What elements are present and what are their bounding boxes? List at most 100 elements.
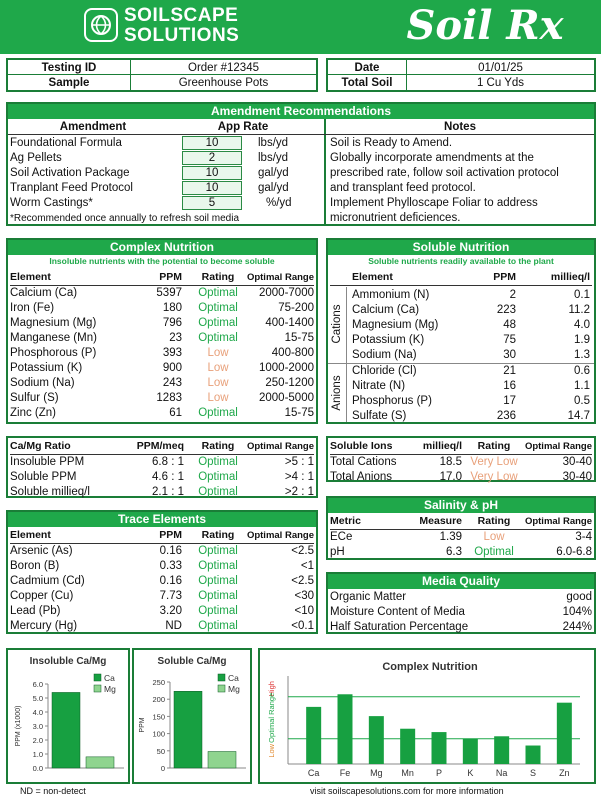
x-tick-label: Zn — [559, 768, 570, 778]
ppm-value: 48 — [503, 319, 516, 331]
y-tick-label: 5.0 — [33, 694, 43, 703]
y-tick-label: 6.0 — [33, 680, 43, 689]
trace-row: Boron (B) 0.33 Optimal <1 — [10, 559, 314, 574]
ppm-value: 796 — [162, 317, 182, 329]
millieq-value: 17.0 — [439, 471, 462, 483]
amendment-rate: 5 — [182, 196, 242, 210]
y-tick-label: 3.0 — [33, 722, 43, 731]
amendment-unit: lbs/yd — [258, 137, 289, 149]
optimal-range: <2.5 — [291, 545, 314, 557]
optimal-range: >5 : 1 — [284, 456, 314, 468]
salinity-row: pH 6.3 Optimal 6.0-6.8 — [330, 545, 592, 560]
salinity-rows: ECe 1.39 Low 3-4 pH 6.3 Optimal 6.0-6.8 — [330, 530, 592, 560]
x-tick-label: Mn — [401, 768, 414, 778]
amendment-section: Amendment Recommendations Amendment App … — [6, 102, 596, 226]
optimal-range: 2000-7000 — [259, 287, 314, 299]
element-name: Chloride (Cl) — [352, 365, 417, 377]
rating-value: Optimal — [198, 575, 238, 587]
element-name: Cadmium (Cd) — [10, 575, 85, 587]
col-metric: Metric — [330, 515, 361, 527]
legend-label: Ca — [228, 673, 239, 683]
ions-rows: Total Cations 18.5 Very Low 30-40 Total Anio… — [330, 455, 592, 485]
complex-title: Complex Nutrition — [8, 240, 316, 255]
media-label: Organic Matter — [330, 591, 407, 603]
info-box-left: Testing ID Order #12345 Sample Greenhous… — [6, 58, 318, 92]
element-name: Calcium (Ca) — [10, 287, 78, 299]
y-tick-label: 250 — [152, 678, 165, 687]
amendment-row: Ag Pellets 2 lbs/yd — [10, 151, 322, 166]
media-label: Moisture Content of Media — [330, 606, 465, 618]
bar-mg — [207, 751, 237, 769]
col-amendment: Amendment — [59, 121, 127, 133]
ppm-value: 3.20 — [159, 605, 182, 617]
trace-row: Lead (Pb) 3.20 Optimal <10 — [10, 604, 314, 619]
element-name: Mercury (Hg) — [10, 620, 78, 632]
rating-value: Optimal — [198, 471, 238, 483]
bar-fe — [337, 694, 353, 764]
ppm-value: 900 — [162, 362, 182, 374]
rating-value: Optimal — [198, 287, 238, 299]
ions-label: Total Cations — [330, 456, 397, 468]
optimal-range: 400-800 — [271, 347, 314, 359]
optimal-range: <1 — [300, 560, 314, 572]
trace-rows: Arsenic (As) 0.16 Optimal <2.5 Boron (B) 0.33… — [10, 544, 314, 634]
cations-label: Cations — [331, 304, 343, 344]
media-value: good — [566, 591, 592, 603]
trace-table: Element PPM Rating Optimal Range Arsenic… — [10, 528, 314, 634]
rating-value: Optimal — [198, 407, 238, 419]
metric-label: ECe — [330, 531, 353, 543]
amendment-rate: 10 — [182, 136, 242, 150]
optimal-range: <30 — [294, 590, 314, 602]
rating-value: Optimal — [198, 605, 238, 617]
trace-row: Cadmium (Cd) 0.16 Optimal <2.5 — [10, 574, 314, 589]
media-row: Moisture Content of Media 104% — [330, 605, 592, 620]
amendment-row: Tranplant Feed Protocol 10 gal/yd — [10, 181, 322, 196]
rating-value: Low — [207, 377, 229, 389]
metric-label: pH — [330, 546, 345, 558]
millieq-value: 1.9 — [574, 334, 590, 346]
ions-table: Soluble Ions millieq/l Rating Optimal Ra… — [330, 439, 592, 485]
trace-elements-section: Trace Elements Element PPM Rating Optima… — [6, 510, 318, 634]
rating-value: Optimal — [198, 456, 238, 468]
x-tick-label: K — [467, 768, 473, 778]
trace-row: Arsenic (As) 0.16 Optimal <2.5 — [10, 544, 314, 559]
col-millieq: millieq/l — [422, 440, 462, 452]
cation-row: Magnesium (Mg) 48 4.0 — [352, 318, 592, 333]
millieq-value: 18.5 — [439, 456, 462, 468]
anion-row: Nitrate (N) 16 1.1 — [352, 379, 592, 394]
date-value: 01/01/25 — [478, 62, 523, 74]
legend-label: Mg — [228, 684, 240, 694]
media-title: Media Quality — [328, 574, 594, 589]
soluble-nutrition-section: Soluble Nutrition Soluble nutrients read… — [326, 238, 596, 424]
ppm-value: 21 — [503, 365, 516, 377]
ppm-value: 16 — [503, 380, 516, 392]
media-rows: Organic Matter good Moisture Content of Me… — [330, 590, 592, 635]
complex-nutrition-section: Complex Nutrition Insoluble nutrients wi… — [6, 238, 318, 424]
cation-row: Potassium (K) 75 1.9 — [352, 333, 592, 348]
salinity-row: ECe 1.39 Low 3-4 — [330, 530, 592, 545]
bar-ca — [51, 692, 81, 769]
brand-line-2: SOLUTIONS — [124, 25, 240, 46]
bar-ca — [173, 691, 203, 769]
col-ppm: PPM — [159, 271, 182, 283]
millieq-value: 14.7 — [567, 410, 590, 422]
rating-value: Very Low — [470, 471, 518, 483]
bar-k — [462, 738, 478, 764]
salinity-table: Metric Measure Rating Optimal Range ECe 1… — [330, 514, 592, 560]
amendment-rate: 2 — [182, 151, 242, 165]
brand-name: SOILSCAPE SOLUTIONS — [124, 6, 239, 46]
optimal-range: 400-1400 — [265, 317, 314, 329]
element-name: Sulfate (S) — [352, 410, 407, 422]
col-ppm: PPM — [493, 271, 516, 283]
media-value: 104% — [562, 606, 592, 618]
complex-row: Potassium (K) 900 Low 1000-2000 — [10, 361, 314, 376]
soluble-table: Element PPM millieq/l — [330, 270, 592, 286]
optimal-range: 30-40 — [562, 456, 592, 468]
rating-value: Optimal — [474, 546, 514, 558]
bar-mg — [368, 716, 384, 764]
ppm-value: 180 — [162, 302, 182, 314]
y-tick-label: 2.0 — [33, 736, 43, 745]
amendment-row: Foundational Formula 10 lbs/yd — [10, 136, 322, 151]
note-line: Implement Phylloscape Foliar to address — [330, 197, 538, 209]
element-name: Calcium (Ca) — [352, 304, 420, 316]
